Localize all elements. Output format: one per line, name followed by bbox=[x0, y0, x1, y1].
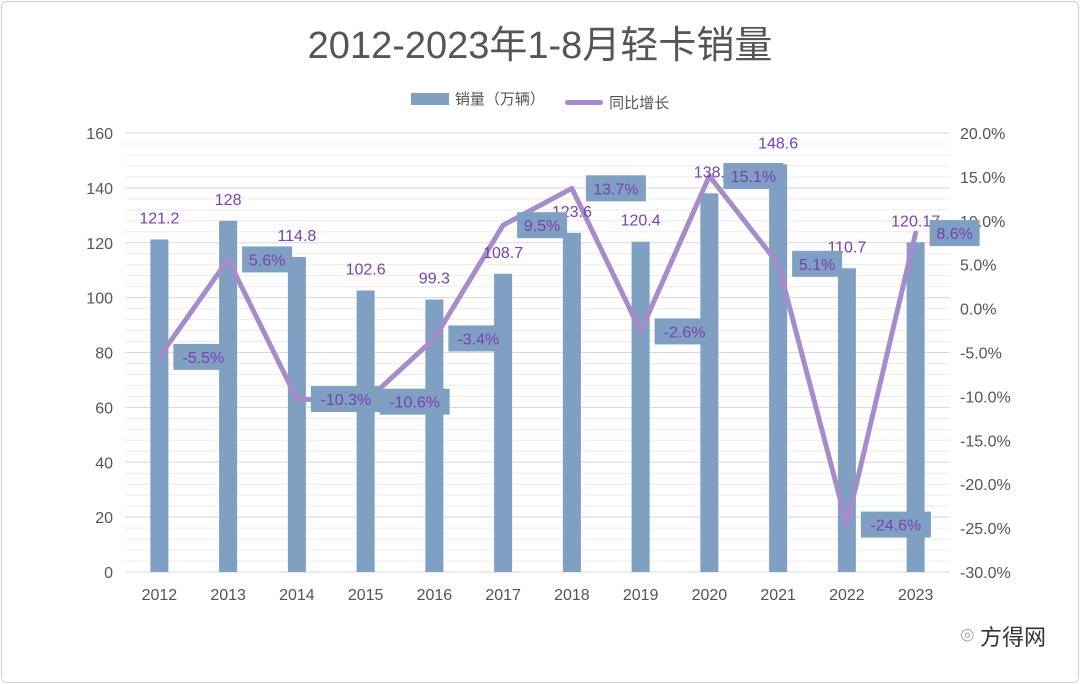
chart-title: 2012-2023年1-8月轻卡销量 bbox=[307, 25, 773, 67]
bar-data-label: 114.8 bbox=[277, 228, 316, 245]
bar-data-label: 138. bbox=[694, 164, 725, 181]
growth-label-box bbox=[448, 325, 509, 352]
bar bbox=[150, 239, 169, 572]
growth-label-box bbox=[723, 163, 784, 190]
bar bbox=[906, 242, 925, 572]
growth-data-label: 15.1% bbox=[731, 169, 776, 186]
right-tick-label: -15.0% bbox=[960, 433, 1011, 450]
growth-label-box bbox=[585, 175, 646, 202]
growth-label-box bbox=[860, 511, 931, 538]
growth-label-box bbox=[379, 388, 450, 415]
right-tick-label: -20.0% bbox=[960, 477, 1011, 494]
wechat-icon: ⌾ bbox=[960, 623, 974, 648]
x-tick-label: 2023 bbox=[898, 587, 934, 604]
x-tick-label: 2016 bbox=[417, 587, 453, 604]
growth-label-box bbox=[173, 343, 234, 370]
growth-data-label: -3.4% bbox=[457, 331, 499, 348]
growth-line bbox=[156, 173, 919, 528]
legend-item-growth: 同比增长 bbox=[565, 92, 669, 113]
right-tick-label: -5.0% bbox=[960, 346, 1002, 363]
growth-label-box bbox=[517, 212, 568, 239]
growth-label-box bbox=[654, 318, 715, 345]
growth-data-label: -2.6% bbox=[664, 324, 706, 341]
bar bbox=[425, 299, 444, 572]
growth-label-box bbox=[929, 220, 980, 247]
left-tick-label: 60 bbox=[95, 400, 113, 417]
right-tick-label: 15.0% bbox=[960, 170, 1005, 187]
growth-label-box bbox=[242, 246, 293, 273]
bar bbox=[494, 273, 513, 572]
bar bbox=[562, 232, 581, 572]
right-tick-label: -10.0% bbox=[960, 389, 1011, 406]
growth-data-label: -5.5% bbox=[182, 350, 224, 367]
left-tick-label: 0 bbox=[104, 565, 113, 582]
x-tick-label: 2019 bbox=[623, 587, 659, 604]
bar-data-label: 128 bbox=[215, 192, 242, 209]
growth-data-label: 8.6% bbox=[936, 226, 972, 243]
growth-data-label: -10.6% bbox=[389, 395, 440, 412]
bar bbox=[769, 164, 788, 572]
left-tick-label: 40 bbox=[95, 455, 113, 472]
bar-data-label: 121.2 bbox=[139, 210, 179, 227]
bar bbox=[631, 241, 650, 572]
x-tick-label: 2020 bbox=[692, 587, 728, 604]
x-tick-label: 2013 bbox=[210, 587, 246, 604]
growth-data-label: 9.5% bbox=[524, 218, 560, 235]
left-tick-label: 20 bbox=[95, 510, 113, 527]
growth-data-label: -24.6% bbox=[871, 518, 922, 535]
legend-item-sales: 销量（万辆） bbox=[410, 88, 545, 109]
legend-label: 销量（万辆） bbox=[454, 91, 545, 108]
bar-data-label: 148.6 bbox=[758, 135, 798, 152]
growth-data-label: 5.6% bbox=[249, 252, 285, 269]
bar bbox=[219, 220, 238, 573]
bar-data-label: 120.4 bbox=[621, 213, 661, 230]
bar-data-label: 102.6 bbox=[346, 261, 386, 278]
growth-data-label: -10.3% bbox=[321, 392, 372, 409]
bar bbox=[356, 290, 375, 572]
left-tick-label: 120 bbox=[86, 236, 113, 253]
x-tick-label: 2021 bbox=[760, 587, 796, 604]
bar bbox=[287, 257, 306, 572]
watermark-text: 方得网 bbox=[979, 625, 1046, 650]
left-tick-label: 160 bbox=[86, 126, 113, 143]
right-tick-label: 5.0% bbox=[960, 258, 996, 275]
legend-swatch-line bbox=[565, 99, 604, 105]
growth-label-box bbox=[310, 386, 381, 413]
legend-swatch-bar bbox=[410, 92, 449, 105]
x-tick-label: 2014 bbox=[279, 587, 315, 604]
right-tick-label: 0.0% bbox=[960, 302, 996, 319]
x-tick-label: 2015 bbox=[348, 587, 384, 604]
legend: 销量（万辆） 同比增长 bbox=[0, 88, 1080, 113]
growth-label-box bbox=[792, 250, 843, 277]
right-tick-label: 20.0% bbox=[960, 126, 1005, 143]
growth-data-label: 13.7% bbox=[593, 181, 638, 198]
left-tick-label: 80 bbox=[95, 346, 113, 363]
bar-data-label: 108.7 bbox=[483, 245, 523, 262]
left-tick-label: 140 bbox=[86, 181, 113, 198]
x-tick-label: 2022 bbox=[829, 587, 865, 604]
bar-data-label: 99.3 bbox=[419, 271, 450, 288]
left-tick-label: 100 bbox=[86, 291, 113, 308]
growth-data-label: 5.1% bbox=[799, 257, 835, 274]
x-tick-label: 2012 bbox=[142, 587, 178, 604]
bar bbox=[700, 193, 719, 573]
x-tick-label: 2018 bbox=[554, 587, 590, 604]
right-tick-label: -25.0% bbox=[960, 521, 1011, 538]
legend-label: 同比增长 bbox=[609, 94, 670, 112]
x-tick-label: 2017 bbox=[485, 587, 521, 604]
right-tick-label: -30.0% bbox=[960, 565, 1011, 582]
watermark: ⌾ 方得网 bbox=[961, 620, 1046, 652]
bar-data-label: 120.17 bbox=[891, 213, 940, 230]
